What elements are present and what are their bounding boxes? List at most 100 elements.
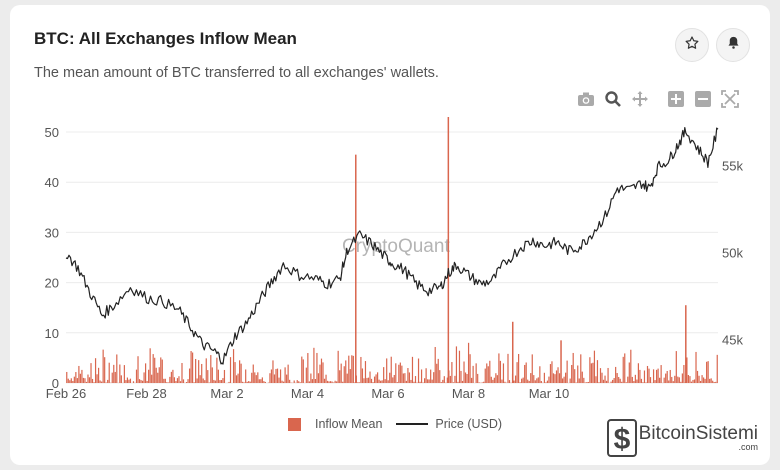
- inflow-bar: [207, 370, 209, 383]
- inflow-bar: [655, 369, 658, 383]
- inflow-bar: [314, 379, 317, 383]
- inflow-bar: [213, 379, 215, 383]
- inflow-bar: [555, 370, 558, 383]
- inflow-bar: [105, 382, 107, 383]
- camera-icon[interactable]: [575, 88, 597, 110]
- x-tick-label: Mar 6: [371, 386, 404, 401]
- inflow-bar: [395, 363, 397, 383]
- y-right-tick-label: 45k: [722, 333, 743, 348]
- inflow-bar: [323, 378, 326, 383]
- inflow-bar: [276, 368, 279, 383]
- inflow-bar: [143, 372, 145, 383]
- legend-label-inflow[interactable]: Inflow Mean: [315, 417, 383, 431]
- inflow-bar: [158, 367, 160, 383]
- inflow-bar: [715, 381, 717, 383]
- inflow-bar: [595, 376, 597, 383]
- inflow-bar: [502, 363, 505, 383]
- inflow-bar: [166, 382, 168, 383]
- y-left-tick-label: 30: [45, 225, 59, 240]
- inflow-bar: [372, 382, 374, 383]
- chart-area[interactable]: CryptoQuant 0 10 20 30 40 50 45k 50k 55k Feb 26 Fe…: [10, 5, 770, 405]
- inflow-bar: [424, 378, 426, 383]
- inflow-bar: [639, 369, 641, 383]
- inflow-bar: [378, 379, 380, 383]
- inflow-bar: [461, 380, 464, 383]
- inflow-bar: [548, 376, 550, 383]
- inflow-bar: [248, 381, 250, 383]
- inflow-bar: [442, 379, 444, 383]
- inflow-bar: [178, 376, 180, 383]
- inflow-bar: [242, 381, 244, 383]
- inflow-bar: [519, 382, 521, 383]
- inflow-bar: [569, 378, 571, 383]
- y-left-tick-label: 0: [52, 376, 59, 391]
- inflow-bar: [692, 379, 694, 383]
- inflow-bar: [602, 379, 605, 383]
- logo-text: BitcoinSistemi: [638, 423, 758, 444]
- bitcoin-logo-icon: $: [606, 419, 637, 457]
- inflow-bar: [643, 370, 646, 383]
- inflow-bar: [586, 382, 588, 383]
- alert-button[interactable]: [716, 28, 750, 62]
- favorite-button[interactable]: [675, 28, 709, 62]
- inflow-bar: [155, 367, 157, 383]
- inflow-bar: [79, 373, 82, 383]
- inflow-bar: [666, 370, 668, 383]
- inflow-bar: [205, 358, 207, 383]
- inflow-bar: [325, 374, 327, 383]
- inflow-bar: [81, 369, 83, 383]
- inflow-bar: [572, 352, 574, 383]
- pan-icon[interactable]: [629, 88, 651, 110]
- inflow-bar: [316, 352, 318, 383]
- inflow-bar: [439, 370, 441, 383]
- inflow-bar: [546, 380, 549, 383]
- inflow-bar: [554, 374, 556, 383]
- inflow-bar: [645, 382, 647, 383]
- inflow-bar: [604, 375, 606, 383]
- inflow-bar: [504, 381, 506, 383]
- inflow-bar: [601, 372, 603, 383]
- inflow-spike-bar: [355, 154, 357, 383]
- inflow-bar: [195, 358, 197, 383]
- inflow-bar: [454, 375, 456, 383]
- inflow-bar: [234, 362, 236, 383]
- inflow-bar: [472, 365, 474, 383]
- legend-swatch-inflow[interactable]: [288, 417, 301, 431]
- inflow-bar: [293, 380, 295, 383]
- inflow-bar: [296, 380, 298, 383]
- zoom-icon[interactable]: [602, 88, 624, 110]
- inflow-bar: [580, 354, 582, 383]
- zoom-out-icon[interactable]: [692, 88, 714, 110]
- legend-label-price[interactable]: Price (USD): [435, 417, 503, 431]
- inflow-bar: [381, 380, 383, 383]
- inflow-bar: [313, 347, 315, 383]
- inflow-bar: [73, 376, 75, 383]
- inflow-bar: [443, 376, 445, 383]
- inflow-spike-bar: [685, 305, 687, 383]
- inflow-bar: [625, 382, 627, 383]
- inflow-bar: [414, 376, 417, 383]
- inflow-bar: [627, 376, 629, 383]
- inflow-bar: [637, 363, 639, 383]
- zoom-in-icon[interactable]: [665, 88, 687, 110]
- inflow-bar: [501, 379, 503, 383]
- legend-swatch-price[interactable]: [396, 423, 429, 425]
- inflow-bar: [261, 377, 263, 383]
- inflow-bar: [590, 363, 592, 383]
- inflow-bar: [648, 368, 650, 383]
- inflow-bar: [279, 369, 282, 383]
- inflow-bar: [380, 380, 382, 383]
- inflow-bar: [187, 379, 189, 383]
- inflow-bar: [169, 376, 171, 383]
- inflow-bar: [716, 354, 718, 383]
- inflow-bar: [199, 375, 201, 383]
- logo-subtext: .com: [738, 442, 758, 452]
- inflow-bar: [349, 369, 351, 383]
- autoscale-icon[interactable]: [719, 88, 741, 110]
- inflow-bar: [123, 365, 125, 383]
- inflow-bar: [574, 369, 576, 383]
- svg-text:$: $: [613, 423, 630, 456]
- inflow-bar: [94, 358, 97, 383]
- inflow-bar: [561, 378, 564, 383]
- inflow-bar: [243, 382, 245, 383]
